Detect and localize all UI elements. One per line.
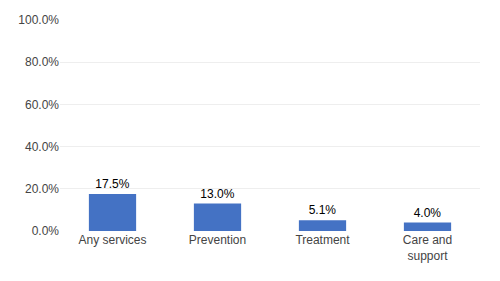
svg-text:5.1%: 5.1% [309,203,337,217]
svg-text:100.0%: 100.0% [18,13,59,27]
svg-text:60.0%: 60.0% [25,98,59,112]
svg-text:Treatment: Treatment [295,233,350,247]
svg-text:13.0%: 13.0% [200,187,234,201]
svg-text:80.0%: 80.0% [25,55,59,69]
svg-text:4.0%: 4.0% [414,206,442,220]
svg-text:17.5%: 17.5% [95,177,129,191]
svg-text:40.0%: 40.0% [25,140,59,154]
svg-text:20.0%: 20.0% [25,182,59,196]
svg-text:0.0%: 0.0% [32,224,60,238]
svg-text:Any services: Any services [78,233,146,247]
svg-text:Prevention: Prevention [189,233,246,247]
svg-text:Care andsupport: Care andsupport [403,233,452,263]
